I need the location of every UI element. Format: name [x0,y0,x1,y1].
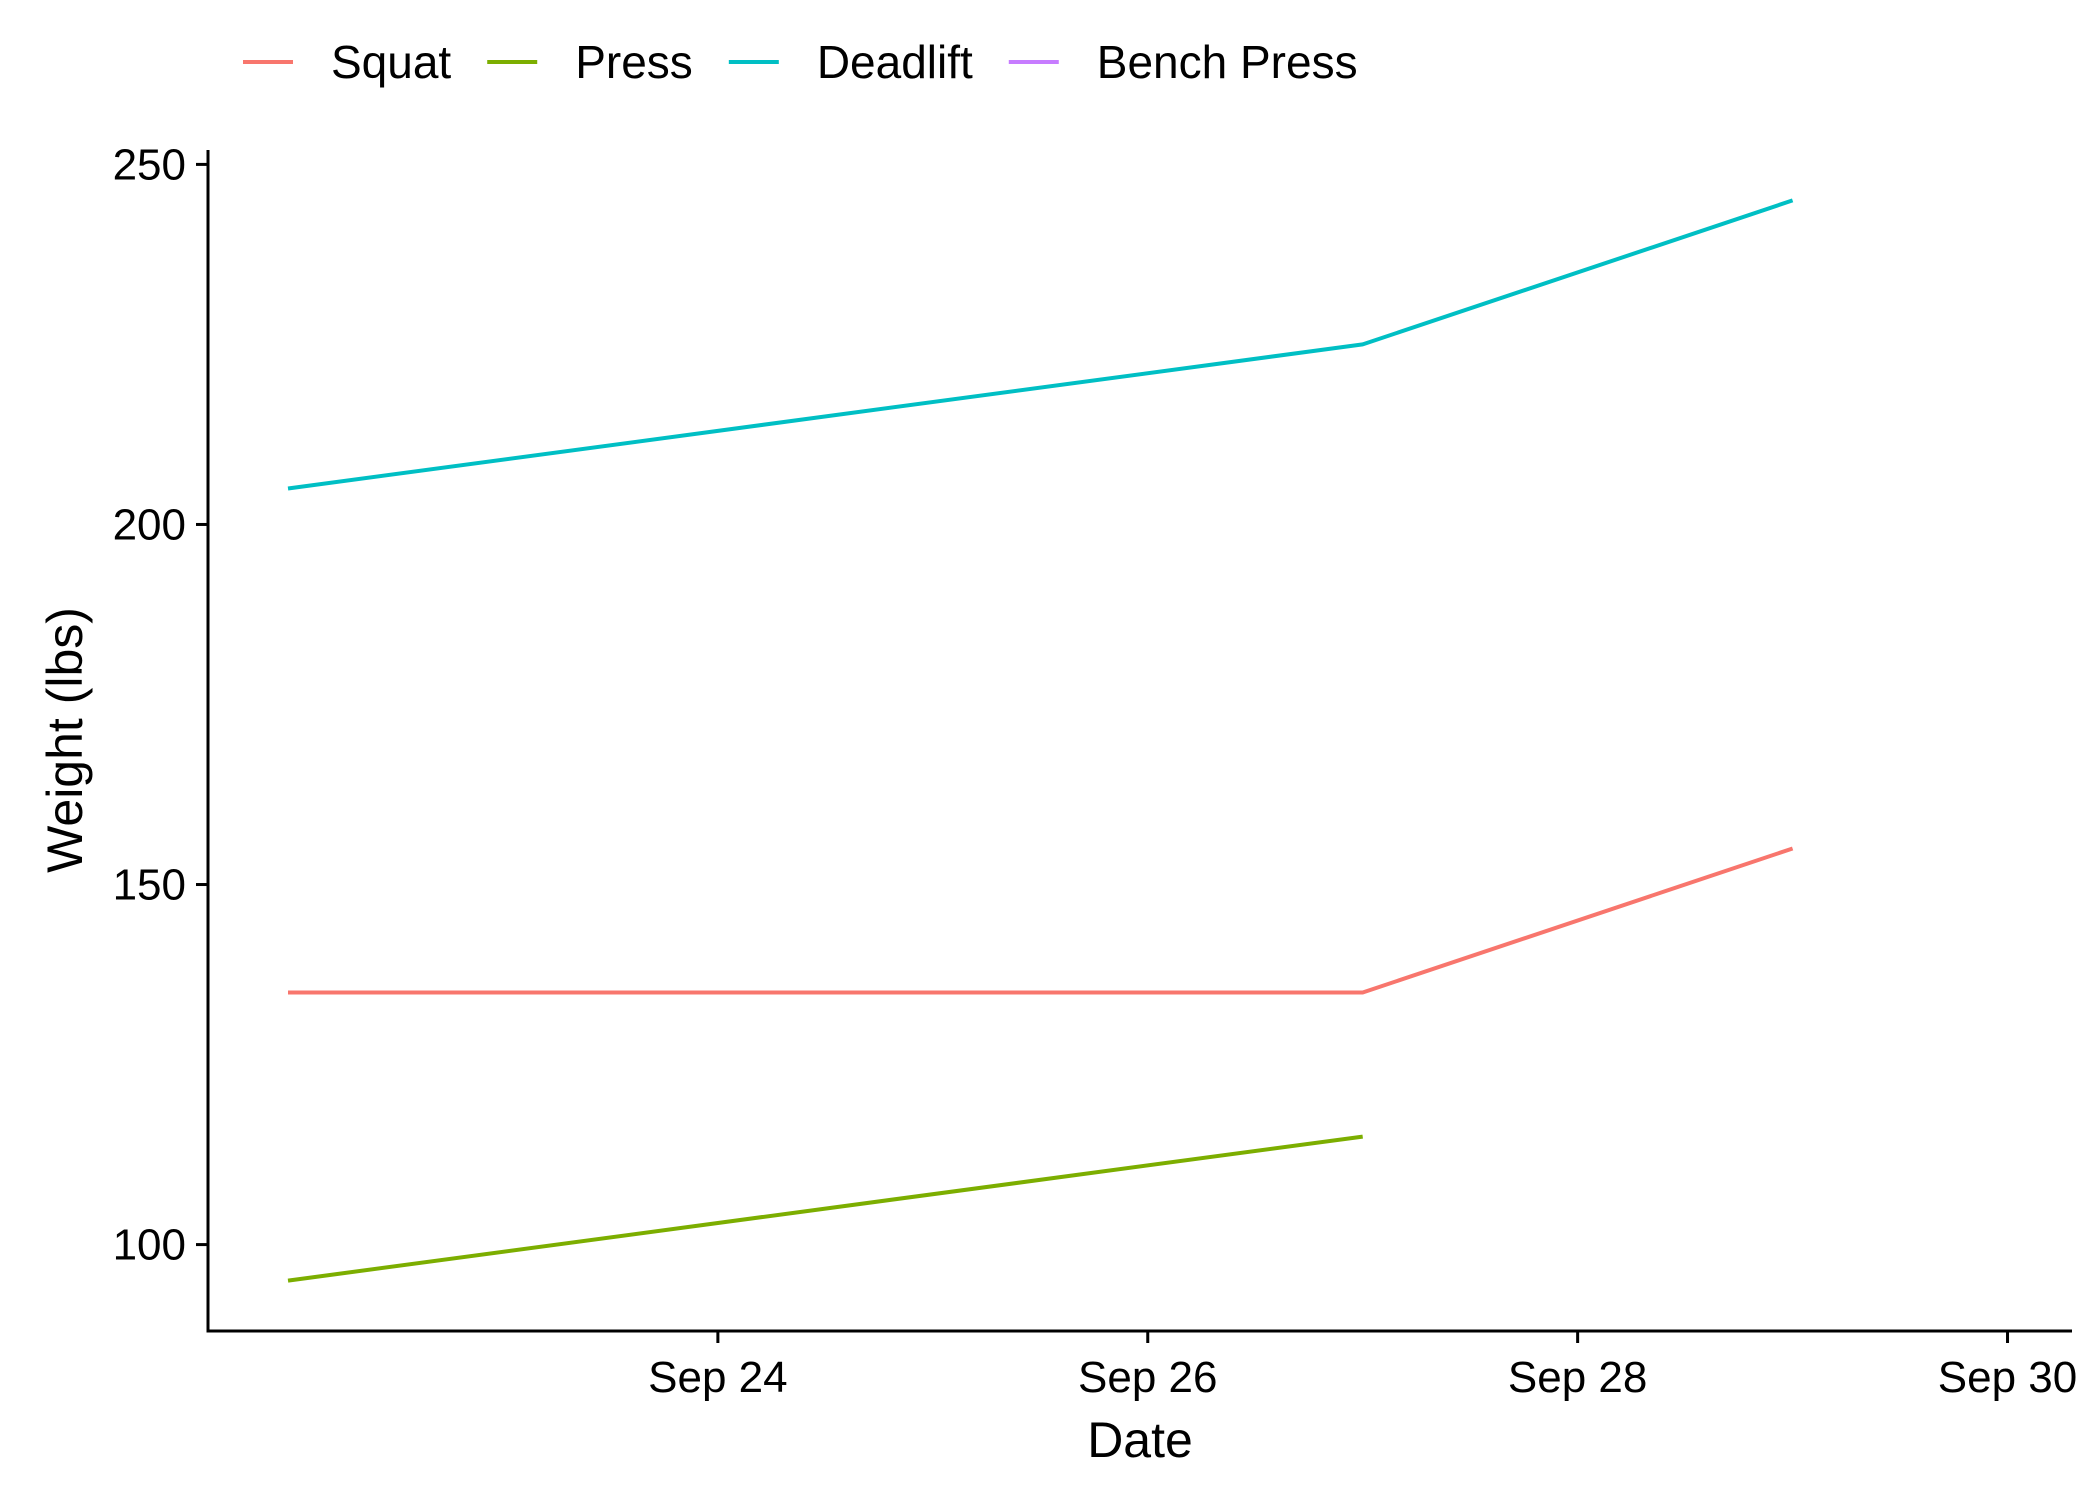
plot-area [287,198,1794,1283]
y-tick-label: 100 [113,1221,186,1270]
legend-label-squat: Squat [331,36,451,88]
y-axis-title: Weight (lbs) [37,607,93,873]
legend: Squat Press Deadlift Bench Press [243,36,1358,88]
x-tick-label: Sep 26 [1078,1353,1217,1402]
series-line-deadlift [287,198,1794,491]
series-line-press [287,1134,1363,1283]
legend-label-press: Press [575,36,693,88]
x-tick-label: Sep 24 [648,1353,787,1402]
x-ticks: Sep 24 Sep 26 Sep 28 Sep 30 [648,1331,2077,1402]
x-tick-label: Sep 30 [1938,1353,2077,1402]
y-ticks: 100 150 200 250 [113,140,208,1270]
y-tick-label: 150 [113,861,186,910]
x-tick-label: Sep 28 [1508,1353,1647,1402]
legend-label-bench-press: Bench Press [1097,36,1358,88]
y-tick-label: 200 [113,500,186,549]
axes [206,150,2072,1333]
y-tick-label: 250 [113,140,186,189]
series-line-squat [288,846,1794,995]
legend-label-deadlift: Deadlift [817,36,973,88]
x-axis-title: Date [1087,1412,1193,1468]
